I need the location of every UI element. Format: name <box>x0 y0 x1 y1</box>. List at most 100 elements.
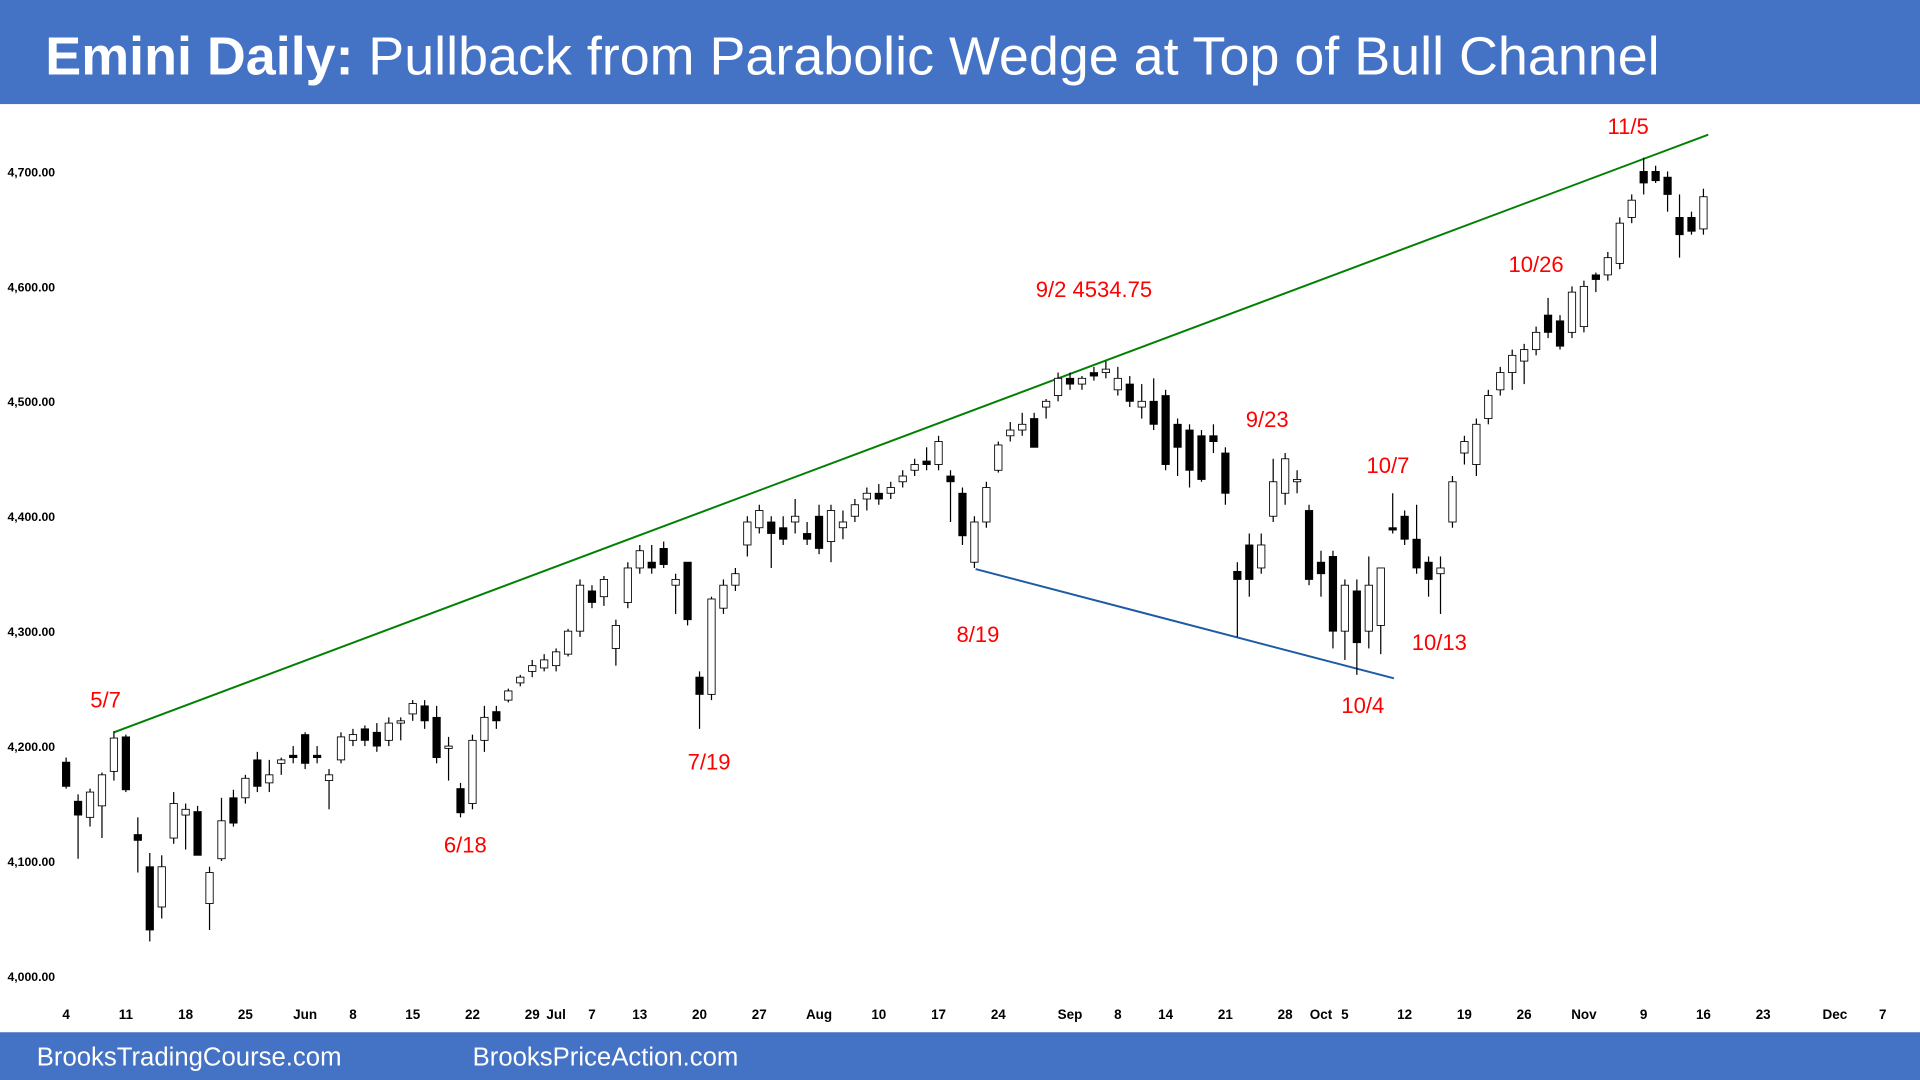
x-tick-label: 7 <box>1879 1007 1886 1022</box>
candle-body <box>1460 441 1469 454</box>
candle-body <box>982 487 991 523</box>
candle-body <box>743 521 752 546</box>
candle-body <box>157 866 166 908</box>
candle-body <box>647 561 656 569</box>
annotation: 5/7 <box>90 687 121 712</box>
candle-body <box>731 573 740 586</box>
candle-body <box>886 487 895 494</box>
candle-body <box>1304 510 1314 580</box>
candle-body <box>1030 418 1039 448</box>
candle-body <box>1209 435 1218 442</box>
x-tick-label: 25 <box>238 1007 253 1022</box>
candle-body <box>73 800 83 816</box>
footer-left: BrooksTradingCourse.com <box>37 1043 342 1071</box>
candle-body <box>1065 377 1075 385</box>
footer-right: BrooksPriceAction.com <box>473 1043 739 1071</box>
candle-body <box>1388 527 1397 531</box>
candle-body <box>1257 544 1266 569</box>
candle-body <box>838 521 848 529</box>
candle-body <box>1316 561 1326 575</box>
candle-body <box>826 510 836 542</box>
annotation: 6/18 <box>444 832 487 857</box>
candle-body <box>707 598 716 695</box>
candle-body <box>504 690 513 701</box>
candle-body <box>910 464 919 471</box>
candle-body <box>1089 372 1099 377</box>
candle-body <box>109 737 119 772</box>
annotation: 9/23 <box>1246 407 1289 432</box>
candle-body <box>1532 331 1541 351</box>
candle-body <box>695 676 704 695</box>
candle-body <box>575 584 585 632</box>
candle-body <box>1197 435 1206 480</box>
x-tick-label: 29 <box>525 1007 540 1022</box>
candle-body <box>1508 354 1517 374</box>
candle-body <box>671 579 680 586</box>
x-tick-label: 9 <box>1640 1007 1647 1022</box>
candle-body <box>468 739 477 804</box>
candle-body <box>1173 423 1182 448</box>
x-tick-label: Oct <box>1310 1007 1333 1022</box>
x-tick-label: 18 <box>178 1007 193 1022</box>
candle-body <box>970 521 979 563</box>
candle-body <box>396 720 405 724</box>
candle-body <box>492 711 501 722</box>
candle-body <box>635 550 644 569</box>
annotation: 10/7 <box>1366 453 1409 478</box>
x-tick-label: 10 <box>871 1007 886 1022</box>
candle-body <box>1579 285 1589 328</box>
candle-body <box>1472 423 1481 465</box>
candle-body <box>277 759 286 764</box>
candle-body <box>1006 429 1015 437</box>
candle-body <box>946 475 955 483</box>
y-tick-label: 4,300.00 <box>7 625 55 639</box>
candle-body <box>958 492 967 537</box>
candle-body <box>1603 257 1612 276</box>
candle-body <box>516 676 525 684</box>
candle-body <box>121 736 130 791</box>
candle-body <box>1412 538 1421 569</box>
candle-body <box>1520 349 1529 362</box>
x-tick-label: 15 <box>405 1007 420 1022</box>
candle-body <box>1221 452 1230 494</box>
y-tick-label: 4,000.00 <box>7 970 55 984</box>
annotation: 10/13 <box>1412 630 1467 655</box>
candle-body <box>181 808 190 816</box>
footer-band <box>0 1032 1920 1080</box>
candle-body <box>1352 590 1361 644</box>
candle-body <box>444 745 453 749</box>
candle-body <box>623 567 632 603</box>
candle-body <box>420 705 429 722</box>
x-tick-label: 23 <box>1756 1007 1771 1022</box>
x-tick-label: Jun <box>293 1007 317 1022</box>
candle-body <box>563 630 573 655</box>
candle-body <box>599 579 609 598</box>
candle-body <box>934 441 943 465</box>
candle-body <box>1340 584 1350 632</box>
candle-body <box>1328 556 1338 632</box>
x-tick-label: 5 <box>1341 1007 1349 1022</box>
candle-body <box>1376 567 1385 626</box>
x-tick-label: 27 <box>752 1007 767 1022</box>
candle-body <box>408 703 417 715</box>
candle-body <box>719 584 728 609</box>
candle-body <box>540 659 549 669</box>
candle-body <box>528 665 537 672</box>
y-tick-label: 4,600.00 <box>7 280 55 294</box>
candle-body <box>1651 171 1660 182</box>
candle-body <box>1053 377 1063 397</box>
candle-body <box>432 716 441 759</box>
candle-body <box>1149 400 1158 425</box>
x-tick-label: 8 <box>349 1007 357 1022</box>
x-tick-label: 14 <box>1158 1007 1173 1022</box>
candle-body <box>862 492 871 500</box>
y-tick-label: 4,100.00 <box>7 855 55 869</box>
candle-body <box>1161 395 1170 465</box>
x-tick-label: 16 <box>1696 1007 1711 1022</box>
candle-body <box>779 527 788 540</box>
x-tick-label: 21 <box>1218 1007 1233 1022</box>
candle-body <box>169 803 178 839</box>
candle-body <box>1185 429 1194 471</box>
x-tick-label: 26 <box>1517 1007 1532 1022</box>
annotation: 8/19 <box>957 622 1000 647</box>
